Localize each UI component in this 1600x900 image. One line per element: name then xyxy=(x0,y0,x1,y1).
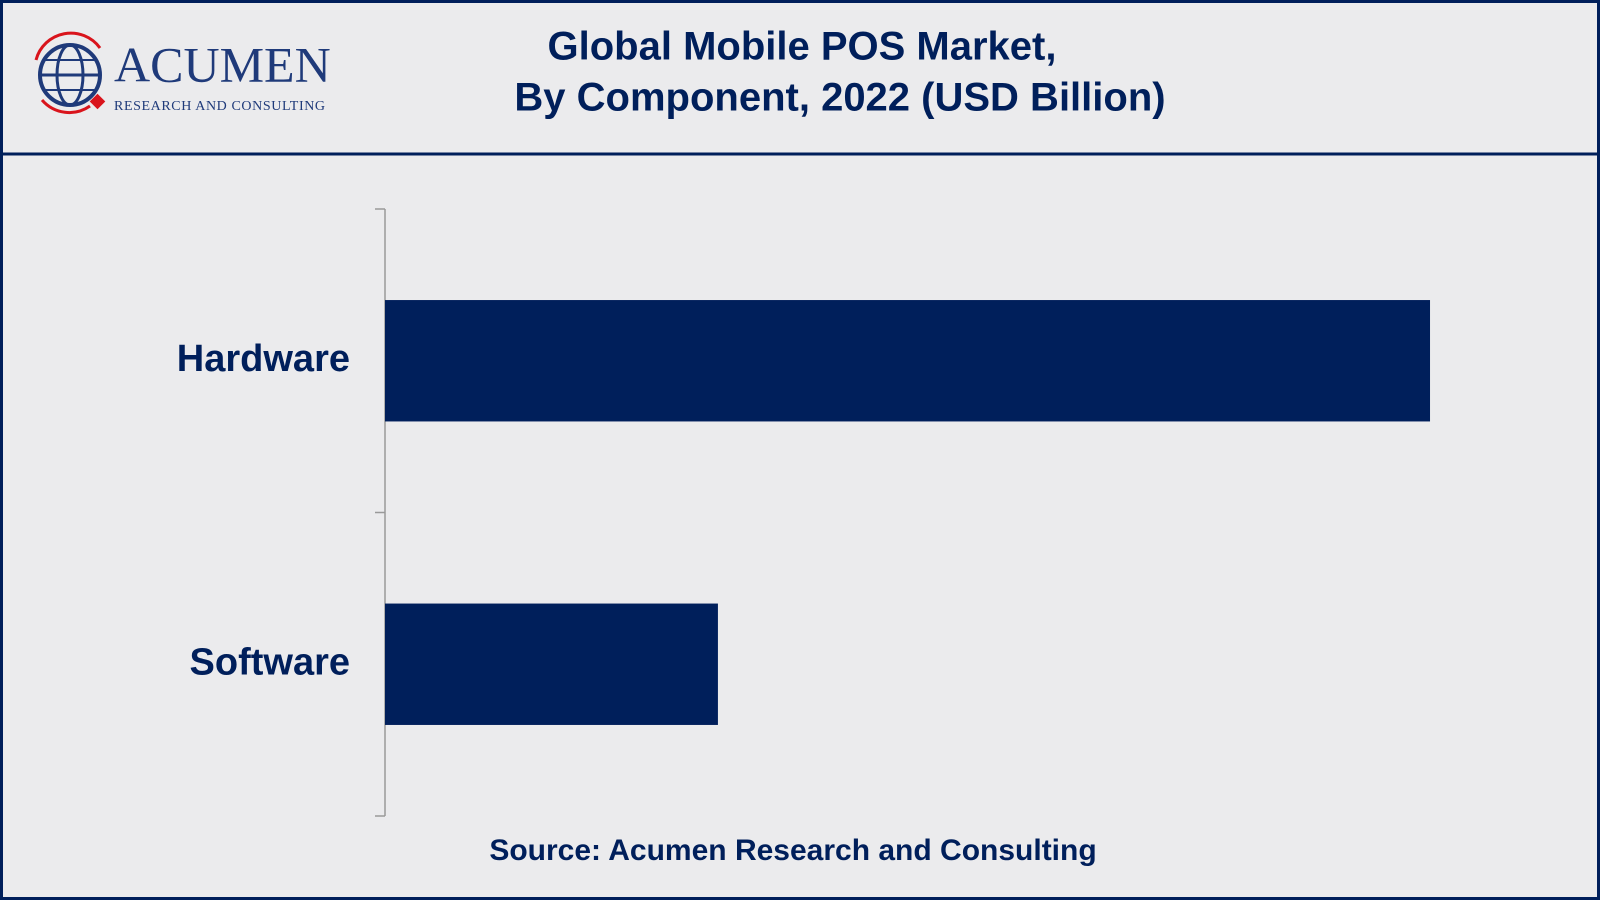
source-note: Source: Acumen Research and Consulting xyxy=(489,834,1096,867)
logo-arc xyxy=(40,98,91,114)
bar xyxy=(385,300,1431,422)
logo-arc xyxy=(34,31,102,61)
logo-tagline: RESEARCH AND CONSULTING xyxy=(114,99,326,114)
logo-diamond xyxy=(89,93,106,110)
logo-name: ACUMEN xyxy=(114,36,331,92)
y-tick-label: Software xyxy=(190,641,350,683)
bar xyxy=(385,603,718,725)
chart-title: By Component, 2022 (USD Billion) xyxy=(514,76,1165,120)
chart-title: Global Mobile POS Market, xyxy=(548,25,1057,69)
y-tick-label: Hardware xyxy=(177,338,350,380)
logo: ACUMEN RESEARCH AND CONSULTING xyxy=(34,31,331,114)
